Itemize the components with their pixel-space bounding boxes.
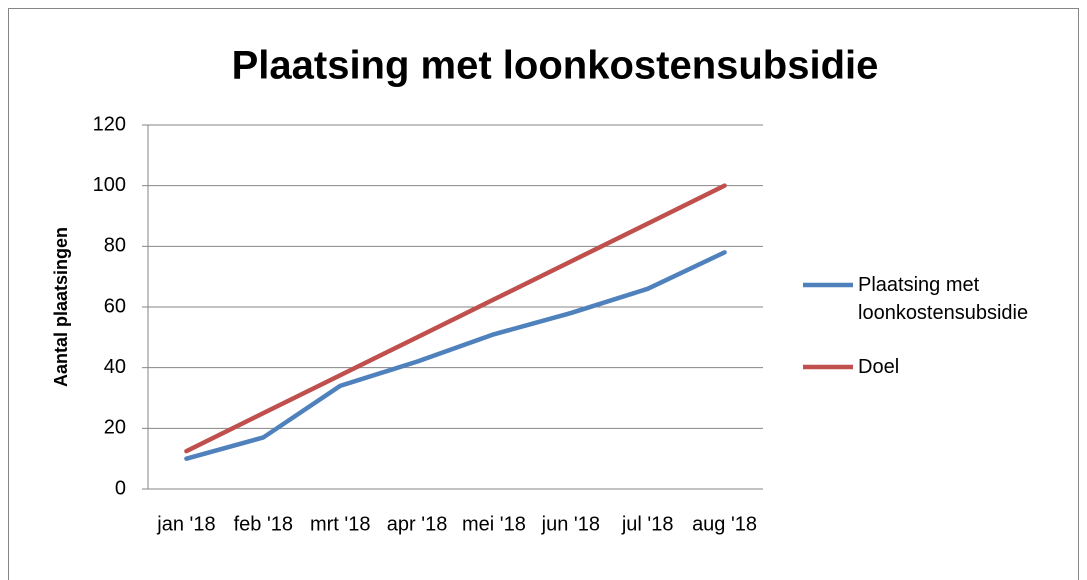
- legend-label: Doel: [858, 356, 900, 378]
- x-tick-label: mei '18: [462, 513, 526, 535]
- y-axis-label: Aantal plaatsingen: [51, 227, 71, 387]
- y-tick-label: 100: [93, 174, 126, 196]
- x-tick-label: feb '18: [234, 513, 293, 535]
- y-tick-label: 80: [104, 235, 126, 257]
- x-tick-label: jan '18: [156, 513, 215, 535]
- y-tick-label: 0: [115, 477, 126, 499]
- x-tick-label: apr '18: [387, 513, 448, 535]
- data-line: [184, 183, 727, 454]
- x-tick-label: aug '18: [692, 513, 757, 535]
- legend-label: Plaatsing met loonkostensubsidie: [858, 274, 1029, 324]
- y-tick-label: 20: [104, 417, 126, 439]
- x-tick-label: jul '18: [621, 513, 674, 535]
- y-tick-label: 120: [93, 113, 126, 135]
- x-tick-label: jun '18: [541, 513, 600, 535]
- data-line: [184, 250, 727, 461]
- y-tick-label: 40: [104, 356, 126, 378]
- x-tick-label: mrt '18: [310, 513, 371, 535]
- chart-title: Plaatsing met loonkostensubsidie: [232, 44, 879, 88]
- y-tick-label: 60: [104, 295, 126, 317]
- chart-border: [8, 8, 1079, 580]
